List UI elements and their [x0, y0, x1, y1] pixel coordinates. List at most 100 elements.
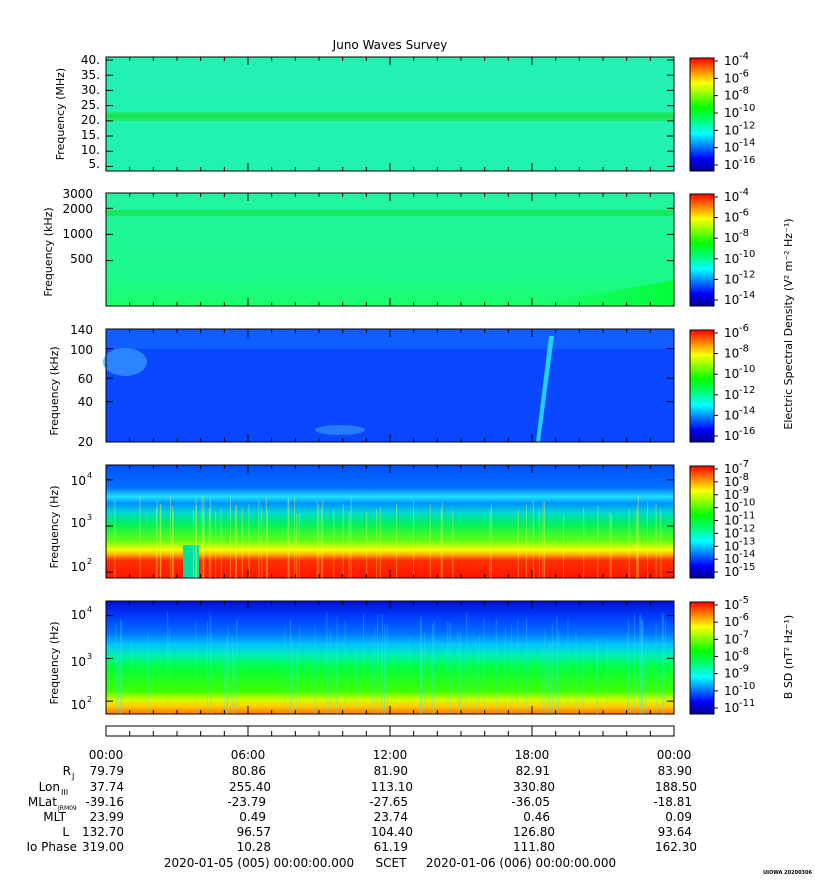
panel-4-ytick-exp: 3	[87, 513, 92, 522]
panel-3-ytick-label: 140	[70, 323, 93, 337]
ephemeris-row-label: MLT	[43, 810, 66, 824]
ephemeris-row-sub: J	[71, 772, 74, 781]
ephemeris-row-label: R	[63, 764, 71, 778]
colorbar-tick-label: 10	[724, 293, 739, 307]
panel-1-ytick-label: 30.	[81, 83, 100, 97]
panel-4-spectrogram	[106, 465, 674, 578]
colorbar-tick-label: 10	[724, 667, 739, 681]
ephemeris-time: 12:00	[373, 748, 408, 762]
panel-1-21mhz-core	[106, 114, 674, 118]
panel-5-ytick-exp: 4	[87, 605, 92, 614]
colorbar-tick-exponent: -8	[739, 647, 749, 658]
panel-1-upper-shade	[106, 60, 674, 94]
colorbar-tick-exponent: -4	[739, 187, 749, 198]
colorbar-tick-label: 10	[724, 565, 739, 579]
colorbar-tick-label: 10	[724, 650, 739, 664]
colorbar-tick-exponent: -9	[739, 485, 749, 496]
panel-1: 5. 10. 15. 20. 25. 30. 35. 40. Frequency…	[54, 53, 715, 172]
panel-3-ytick-label: 20	[78, 435, 93, 449]
colorbar-tick-label: 10	[724, 252, 739, 266]
ephemeris-value: 162.30	[655, 840, 697, 854]
panel-5: 10 2 10 3 10 4 Frequency (Hz) B SD (nT² …	[48, 600, 795, 715]
ephemeris-value: 10.28	[237, 840, 271, 854]
panel-5-ytick-exp: 2	[87, 695, 92, 704]
panel-5-ytick-label: 10	[71, 608, 86, 622]
ephemeris-time: 06:00	[231, 748, 266, 762]
ephemeris-row-l: 132.70 96.57 104.40 126.80 93.64	[82, 825, 692, 839]
colorbar-label-magnetic: B SD (nT² Hz⁻¹)	[782, 615, 795, 699]
panel-3-ylabel: Frequency (kHz)	[48, 346, 61, 435]
colorbar-tick-exponent: -8	[739, 472, 749, 483]
panel-1-ytick-label: 35.	[81, 68, 100, 82]
ephemeris-value: 83.90	[658, 764, 692, 778]
ephemeris-value: 113.10	[371, 780, 413, 794]
ephemeris-value: 37.74	[90, 780, 124, 794]
colorbar-tick-exponent: -4	[739, 51, 749, 62]
panel-2-ytick-label: 1000	[62, 227, 93, 241]
colorbar-tick-label: 10	[724, 501, 739, 515]
panel-5-ylabel: Frequency (Hz)	[48, 622, 61, 705]
ephemeris-value: 319.00	[82, 840, 124, 854]
colorbar-tick-label: 10	[724, 71, 739, 85]
ephemeris-table: 00:00 06:00 12:00 18:00 00:00 R J Lon II…	[26, 748, 697, 854]
panel-2-1800khz-band	[106, 210, 674, 216]
ephemeris-row-mlt: 23.99 0.49 23.74 0.46 0.09	[90, 810, 692, 824]
colorbar-tick-label: 10	[724, 408, 739, 422]
ephemeris-value: 93.64	[658, 825, 692, 839]
panel-5-ytick-label: 10	[71, 655, 86, 669]
footer-start-time: 2020-01-05 (005) 00:00:00.000	[164, 856, 354, 870]
colorbar-tick-exponent: -15	[739, 562, 755, 573]
ephemeris-row-rj: 79.79 80.86 81.90 82.91 83.90	[90, 764, 692, 778]
panel-4-data-gap	[183, 545, 199, 578]
panel-2-spectrogram	[106, 193, 674, 306]
ephemeris-value: 23.99	[90, 810, 124, 824]
colorbar-tick-label: 10	[724, 488, 739, 502]
footer-scet: SCET	[376, 856, 408, 870]
panel-1-colorbar	[689, 57, 715, 172]
colorbar-tick-exponent: -14	[739, 290, 755, 301]
colorbar-label-electric: Electric Spectral Density (V² m⁻² Hz⁻¹)	[782, 218, 795, 429]
panel-3-drifting-emission	[536, 336, 554, 442]
colorbar-tick-label: 10	[724, 526, 739, 540]
ephemeris-value: 0.09	[665, 810, 692, 824]
panel-4-ytick-exp: 4	[87, 471, 92, 480]
ephemeris-row-label: Io Phase	[26, 840, 77, 854]
panel-1-ytick-label: 40.	[81, 53, 100, 67]
panel-1-ytick-label: 20.	[81, 113, 100, 127]
footer-stamp: UIOWA 20200306	[763, 870, 812, 876]
ephemeris-row-label: MLat	[28, 795, 57, 809]
ephemeris-value: 80.86	[232, 764, 266, 778]
colorbar-tick-label: 10	[724, 632, 739, 646]
colorbar-tick-label: 10	[724, 514, 739, 528]
ephemeris-value: 132.70	[82, 825, 124, 839]
ephemeris-value: 81.90	[374, 764, 408, 778]
colorbar-tick-label: 10	[724, 211, 739, 225]
colorbar-tick-label: 10	[724, 552, 739, 566]
colorbar-tick-exponent: -13	[739, 536, 755, 547]
colorbar-tick-label: 10	[724, 347, 739, 361]
colorbar-tick-label: 10	[724, 367, 739, 381]
footer-end-time: 2020-01-06 (006) 00:00:00.000	[426, 856, 616, 870]
panel-1-ylabel: Frequency (MHz)	[54, 68, 67, 160]
panel-4-ytick-labels: 10 2 10 3 10 4	[71, 471, 92, 574]
ephemeris-value: -23.79	[227, 795, 266, 809]
panel-2-ytick-labels: 500 1000 2000 3000	[62, 187, 93, 266]
colorbar-tick-exponent: -10	[739, 498, 755, 509]
panel-4-ylabel: Frequency (Hz)	[48, 486, 61, 569]
ephemeris-value: 111.80	[513, 840, 555, 854]
ephemeris-value: -39.16	[85, 795, 124, 809]
ephemeris-value: 96.57	[237, 825, 271, 839]
ephemeris-value: -36.05	[511, 795, 550, 809]
colorbar-tick-label: 10	[724, 231, 739, 245]
ephemeris-value: 255.40	[229, 780, 271, 794]
colorbar-tick-label: 10	[724, 326, 739, 340]
panel-4-ytick-label: 10	[71, 474, 86, 488]
colorbar-tick-label: 10	[724, 598, 739, 612]
panel-3-ytick-label: 40	[78, 395, 93, 409]
ephemeris-row-sub: III	[61, 788, 68, 797]
panel-2-ylabel: Frequency (kHz)	[42, 207, 55, 296]
ephemeris-value: 104.40	[371, 825, 413, 839]
colorbar-tick-label: 10	[724, 539, 739, 553]
colorbar-tick-exponent: -10	[739, 103, 755, 114]
